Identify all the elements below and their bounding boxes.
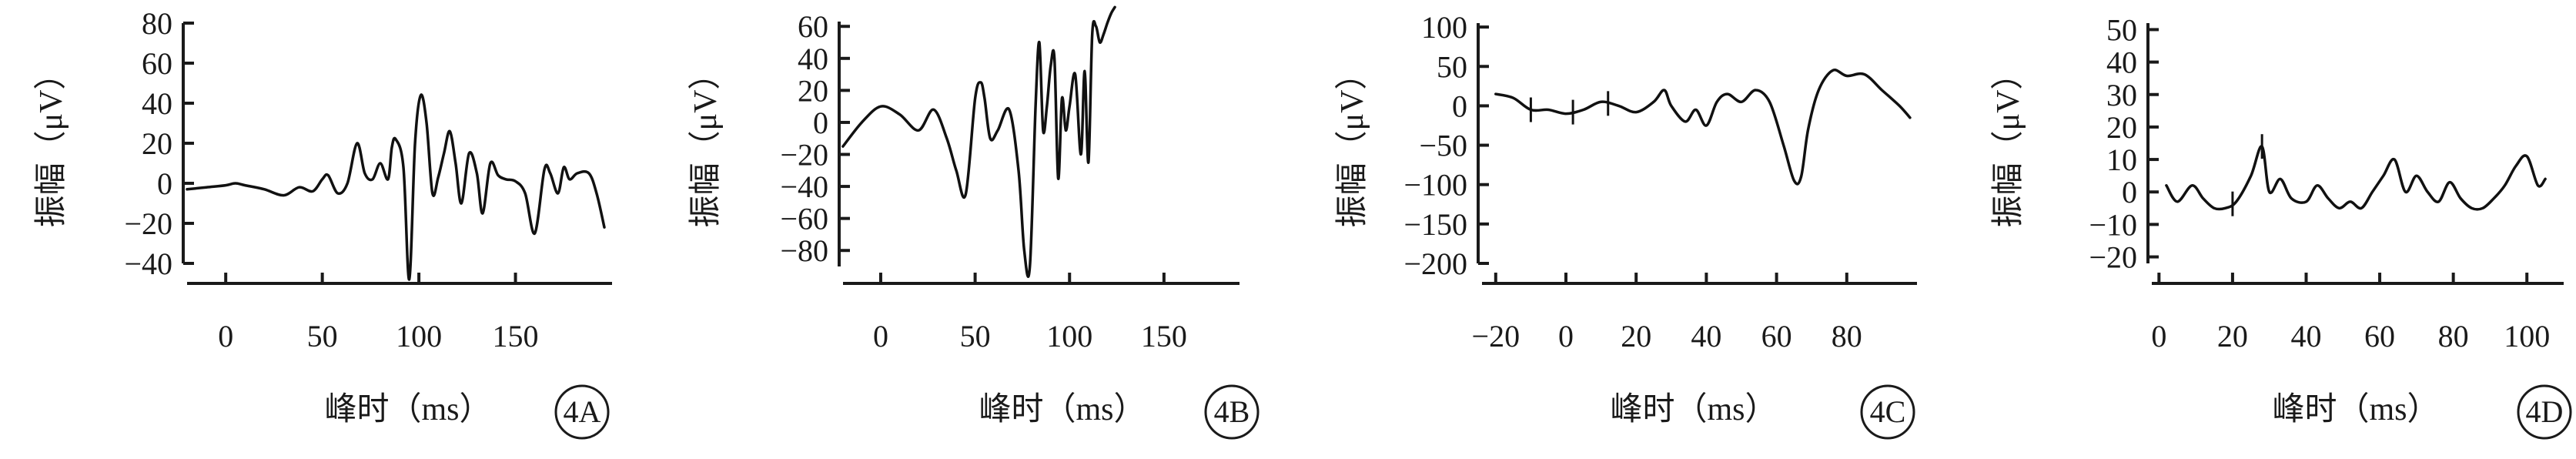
series-line — [1494, 69, 1912, 186]
x-tick-label: 50 — [307, 319, 338, 353]
y-axis-title: 振幅（μV） — [1335, 58, 1370, 228]
panel-badge-circle — [1860, 384, 1915, 440]
y-tick-label: −20 — [780, 138, 828, 173]
y-tick-label: −20 — [124, 206, 172, 241]
y-tick-label: 30 — [2106, 78, 2137, 112]
chart-panel-4A: 80 60 40 20 0 −20 −40 0 50 100 150 振幅（μV） 峰时（ms） 4A — [34, 6, 612, 440]
y-tick-label: 40 — [798, 42, 828, 76]
y-tick-label: 20 — [2106, 110, 2137, 145]
x-tick-label: −20 — [1472, 319, 1521, 353]
panel-badge-circle — [2517, 384, 2572, 440]
x-tick-label: 80 — [1832, 319, 1862, 353]
y-tick-label: −20 — [2089, 240, 2137, 275]
y-tick-label: −80 — [780, 233, 828, 268]
x-axis-title: 峰时（ms） — [1610, 392, 1777, 427]
y-tick-label: 100 — [1421, 10, 1467, 45]
x-tick-label: 0 — [1558, 319, 1574, 353]
y-tick-label: −50 — [1419, 129, 1467, 163]
x-axis-title: 峰时（ms） — [324, 392, 491, 427]
x-tick-label: 20 — [2217, 319, 2248, 353]
x-tick-label: 100 — [2504, 319, 2550, 353]
y-tick-label: −40 — [124, 246, 172, 281]
x-tick-label: 150 — [1141, 319, 1187, 353]
x-tick-label: 0 — [873, 319, 888, 353]
panel-badge-label: 4B — [1214, 394, 1250, 429]
panel-badge-label: 4D — [2526, 394, 2564, 429]
y-tick-label: −150 — [1403, 207, 1467, 242]
x-tick-label: 60 — [2364, 319, 2395, 353]
y-axis-title: 振幅（μV） — [688, 58, 724, 228]
x-tick-label: 20 — [1621, 319, 1651, 353]
y-tick-label: 0 — [157, 166, 172, 201]
y-tick-label: 60 — [142, 46, 172, 81]
y-axis-title: 振幅（μV） — [34, 58, 69, 228]
y-tick-label: 50 — [2106, 12, 2137, 47]
y-tick-label: 80 — [142, 6, 172, 41]
x-tick-label: 80 — [2438, 319, 2469, 353]
series-line — [186, 93, 606, 281]
y-tick-label: 40 — [2106, 45, 2137, 80]
y-tick-label: −60 — [780, 202, 828, 236]
y-tick-label: 60 — [798, 9, 828, 44]
y-tick-label: 0 — [2122, 175, 2137, 209]
y-tick-label: 20 — [142, 126, 172, 161]
panel-badge-label: 4A — [564, 394, 601, 429]
x-tick-label: 40 — [2290, 319, 2321, 353]
panel-badge-circle — [554, 384, 610, 440]
panel-badge-label: 4C — [1870, 394, 1906, 429]
y-tick-label: 0 — [813, 106, 828, 140]
y-tick-label: −40 — [780, 169, 828, 204]
panel-badge-circle — [1204, 384, 1260, 440]
y-tick-label: 40 — [142, 86, 172, 121]
y-tick-label: −200 — [1403, 246, 1467, 281]
y-tick-label: −100 — [1403, 168, 1467, 203]
x-tick-label: 100 — [1046, 319, 1092, 353]
x-axis-title: 峰时（ms） — [979, 392, 1146, 427]
y-tick-label: 10 — [2106, 142, 2137, 177]
x-tick-label: 50 — [960, 319, 991, 353]
x-axis-title: 峰时（ms） — [2272, 392, 2439, 427]
x-tick-label: 0 — [2151, 319, 2166, 353]
y-tick-label: 0 — [1452, 89, 1467, 123]
y-tick-label: 20 — [798, 73, 828, 108]
y-axis-title: 振幅（μV） — [1991, 58, 2026, 228]
x-tick-label: 60 — [1761, 319, 1792, 353]
y-tick-label: −10 — [2089, 207, 2137, 242]
x-tick-label: 0 — [218, 319, 233, 353]
x-tick-label: 100 — [396, 319, 442, 353]
x-tick-label: 40 — [1691, 319, 1721, 353]
y-tick-label: 50 — [1437, 49, 1467, 84]
series-line — [841, 5, 1116, 278]
x-tick-label: 150 — [493, 319, 539, 353]
series-line — [2165, 145, 2547, 211]
